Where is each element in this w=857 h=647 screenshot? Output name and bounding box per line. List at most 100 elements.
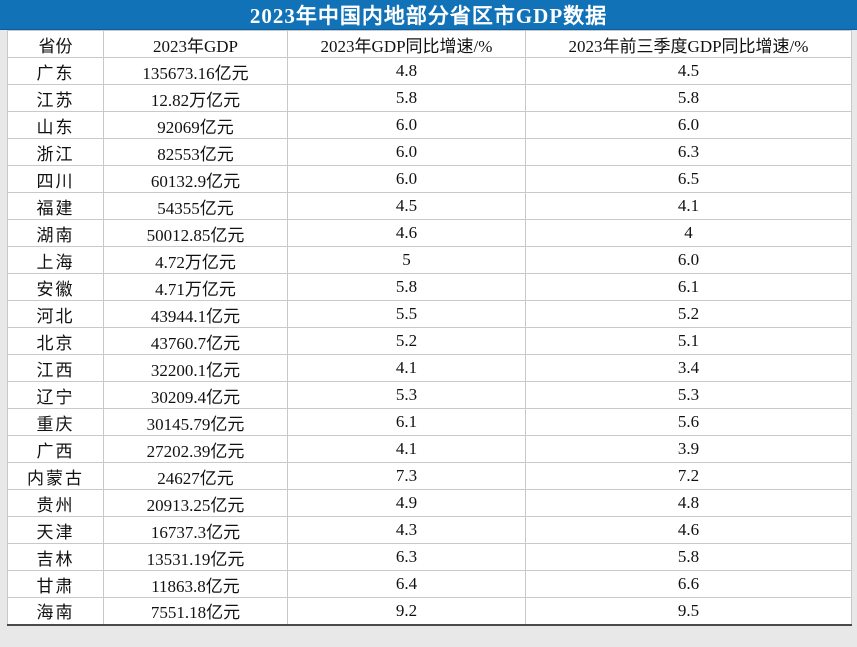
table-row: 浙江 82553亿元 6.0 6.3: [7, 138, 852, 166]
growth-q1q3-cell: 5.8: [525, 543, 852, 571]
growth-q1q3-cell: 4.6: [525, 516, 852, 544]
gdp-value-cell: 24627亿元: [103, 462, 288, 490]
growth-q1q3-cell: 3.4: [525, 354, 852, 382]
growth-q1q3-cell: 3.9: [525, 435, 852, 463]
growth-2023-cell: 6.4: [287, 570, 526, 598]
header-province: 省份: [7, 30, 104, 58]
province-cell: 内蒙古: [7, 462, 104, 490]
table-row: 内蒙古 24627亿元 7.3 7.2: [7, 462, 852, 490]
province-cell: 福建: [7, 192, 104, 220]
growth-q1q3-cell: 6.3: [525, 138, 852, 166]
gdp-value-cell: 32200.1亿元: [103, 354, 288, 382]
growth-q1q3-cell: 6.6: [525, 570, 852, 598]
province-cell: 四川: [7, 165, 104, 193]
table-row: 贵州 20913.25亿元 4.9 4.8: [7, 489, 852, 517]
province-cell: 广西: [7, 435, 104, 463]
gdp-value-cell: 135673.16亿元: [103, 57, 288, 85]
growth-2023-cell: 4.6: [287, 219, 526, 247]
gdp-value-cell: 92069亿元: [103, 111, 288, 139]
province-cell: 海南: [7, 597, 104, 625]
table-row: 上海 4.72万亿元 5 6.0: [7, 246, 852, 274]
province-cell: 贵州: [7, 489, 104, 517]
growth-q1q3-cell: 6.5: [525, 165, 852, 193]
growth-q1q3-cell: 6.0: [525, 111, 852, 139]
growth-2023-cell: 4.8: [287, 57, 526, 85]
header-gdp-2023: 2023年GDP: [103, 30, 288, 58]
growth-2023-cell: 4.9: [287, 489, 526, 517]
growth-2023-cell: 9.2: [287, 597, 526, 625]
gdp-data-table: 省份 2023年GDP 2023年GDP同比增速/% 2023年前三季度GDP同…: [7, 30, 852, 626]
table-header-row: 省份 2023年GDP 2023年GDP同比增速/% 2023年前三季度GDP同…: [7, 30, 852, 58]
province-cell: 甘肃: [7, 570, 104, 598]
growth-2023-cell: 5.2: [287, 327, 526, 355]
table-row: 广东 135673.16亿元 4.8 4.5: [7, 57, 852, 85]
table-body: 广东 135673.16亿元 4.8 4.5 江苏 12.82万亿元 5.8 5.8 山东 920…: [7, 57, 852, 625]
table-row: 山东 92069亿元 6.0 6.0: [7, 111, 852, 139]
gdp-value-cell: 20913.25亿元: [103, 489, 288, 517]
table-row: 江苏 12.82万亿元 5.8 5.8: [7, 84, 852, 112]
province-cell: 湖南: [7, 219, 104, 247]
growth-2023-cell: 7.3: [287, 462, 526, 490]
growth-2023-cell: 5: [287, 246, 526, 274]
gdp-value-cell: 82553亿元: [103, 138, 288, 166]
gdp-value-cell: 7551.18亿元: [103, 597, 288, 625]
table-row: 甘肃 11863.8亿元 6.4 6.6: [7, 570, 852, 598]
table-row: 重庆 30145.79亿元 6.1 5.6: [7, 408, 852, 436]
growth-2023-cell: 5.8: [287, 84, 526, 112]
province-cell: 天津: [7, 516, 104, 544]
province-cell: 安徽: [7, 273, 104, 301]
growth-2023-cell: 6.0: [287, 165, 526, 193]
growth-2023-cell: 6.0: [287, 111, 526, 139]
province-cell: 上海: [7, 246, 104, 274]
growth-q1q3-cell: 5.1: [525, 327, 852, 355]
table-row: 湖南 50012.85亿元 4.6 4: [7, 219, 852, 247]
gdp-value-cell: 13531.19亿元: [103, 543, 288, 571]
gdp-value-cell: 30209.4亿元: [103, 381, 288, 409]
growth-q1q3-cell: 6.0: [525, 246, 852, 274]
province-cell: 辽宁: [7, 381, 104, 409]
growth-2023-cell: 6.3: [287, 543, 526, 571]
province-cell: 江西: [7, 354, 104, 382]
province-cell: 山东: [7, 111, 104, 139]
growth-q1q3-cell: 4.8: [525, 489, 852, 517]
page-title: 2023年中国内地部分省区市GDP数据: [249, 3, 608, 28]
province-cell: 江苏: [7, 84, 104, 112]
gdp-value-cell: 43760.7亿元: [103, 327, 288, 355]
growth-q1q3-cell: 6.1: [525, 273, 852, 301]
growth-2023-cell: 4.3: [287, 516, 526, 544]
growth-q1q3-cell: 7.2: [525, 462, 852, 490]
gdp-value-cell: 12.82万亿元: [103, 84, 288, 112]
growth-2023-cell: 6.1: [287, 408, 526, 436]
gdp-value-cell: 54355亿元: [103, 192, 288, 220]
table-row: 安徽 4.71万亿元 5.8 6.1: [7, 273, 852, 301]
growth-2023-cell: 4.5: [287, 192, 526, 220]
header-growth-q1q3: 2023年前三季度GDP同比增速/%: [525, 30, 852, 58]
header-growth-2023: 2023年GDP同比增速/%: [287, 30, 526, 58]
table-row: 福建 54355亿元 4.5 4.1: [7, 192, 852, 220]
growth-2023-cell: 5.5: [287, 300, 526, 328]
gdp-value-cell: 50012.85亿元: [103, 219, 288, 247]
province-cell: 吉林: [7, 543, 104, 571]
gdp-value-cell: 4.71万亿元: [103, 273, 288, 301]
gdp-value-cell: 16737.3亿元: [103, 516, 288, 544]
gdp-value-cell: 27202.39亿元: [103, 435, 288, 463]
table-row: 天津 16737.3亿元 4.3 4.6: [7, 516, 852, 544]
province-cell: 广东: [7, 57, 104, 85]
province-cell: 重庆: [7, 408, 104, 436]
growth-2023-cell: 5.3: [287, 381, 526, 409]
growth-q1q3-cell: 5.2: [525, 300, 852, 328]
growth-2023-cell: 5.8: [287, 273, 526, 301]
growth-q1q3-cell: 5.6: [525, 408, 852, 436]
growth-q1q3-cell: 5.3: [525, 381, 852, 409]
table-row: 江西 32200.1亿元 4.1 3.4: [7, 354, 852, 382]
growth-q1q3-cell: 5.8: [525, 84, 852, 112]
province-cell: 北京: [7, 327, 104, 355]
province-cell: 河北: [7, 300, 104, 328]
table-row: 广西 27202.39亿元 4.1 3.9: [7, 435, 852, 463]
gdp-value-cell: 43944.1亿元: [103, 300, 288, 328]
growth-2023-cell: 6.0: [287, 138, 526, 166]
growth-2023-cell: 4.1: [287, 435, 526, 463]
growth-2023-cell: 4.1: [287, 354, 526, 382]
table-row: 四川 60132.9亿元 6.0 6.5: [7, 165, 852, 193]
table-row: 辽宁 30209.4亿元 5.3 5.3: [7, 381, 852, 409]
